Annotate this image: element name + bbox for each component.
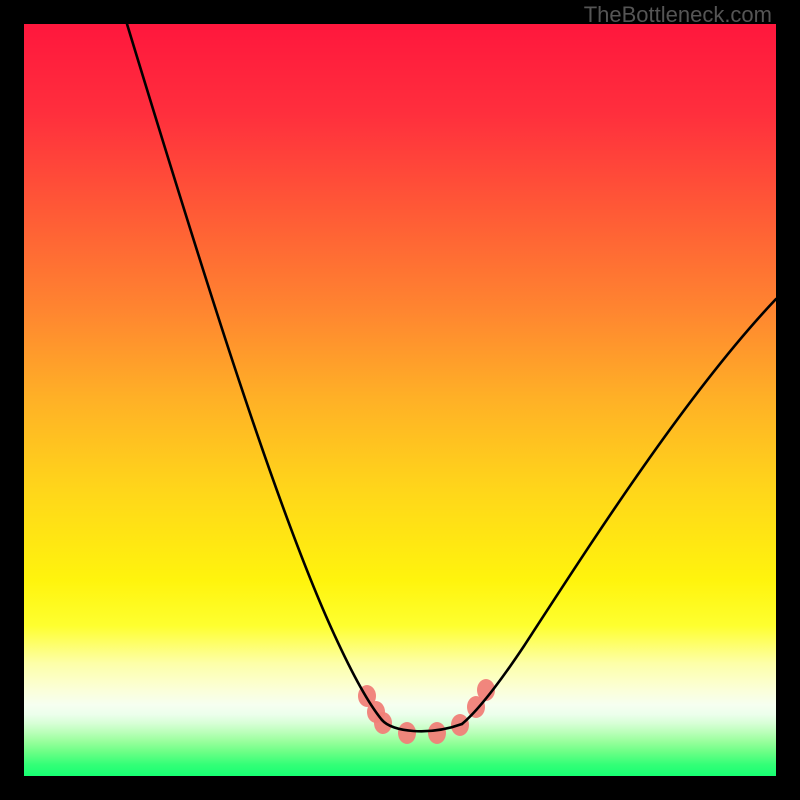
frame-bottom (0, 776, 800, 800)
frame-left (0, 0, 24, 800)
watermark-text: TheBottleneck.com (584, 2, 772, 28)
curve-left (127, 24, 382, 720)
frame-right (776, 0, 800, 800)
curve-layer (24, 24, 776, 776)
curve-valley (382, 720, 462, 731)
valley-marker (398, 722, 416, 744)
curve-right (462, 299, 776, 724)
valley-marker (428, 722, 446, 744)
plot-area (24, 24, 776, 776)
